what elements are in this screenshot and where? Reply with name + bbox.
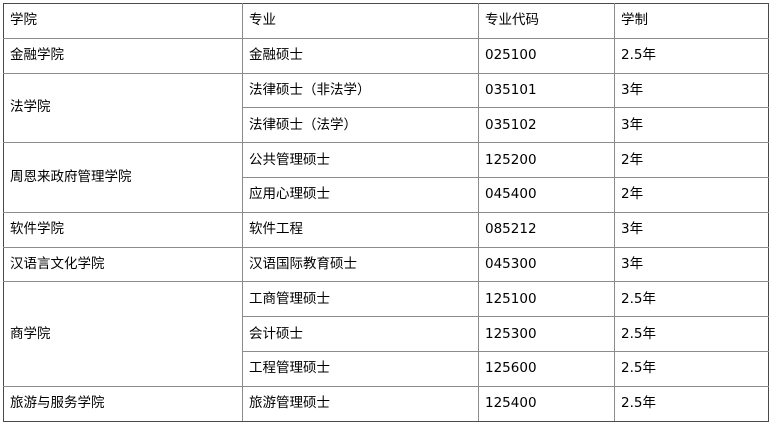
column-header-code: 专业代码 (478, 3, 615, 39)
cell-major: 会计硕士 (242, 316, 479, 352)
cell-college: 法学院 (3, 72, 243, 144)
cell-duration: 3年 (614, 246, 769, 283)
cell-college: 汉语言文化学院 (3, 246, 243, 283)
table-row: 金融学院 金融硕士 025100 2.5年 (3, 37, 769, 74)
cell-major: 法律硕士（法学） (242, 107, 479, 144)
cell-duration: 2年 (614, 142, 769, 178)
cell-major: 工程管理硕士 (242, 350, 479, 387)
cell-major: 软件工程 (242, 211, 479, 248)
cell-college: 商学院 (3, 281, 243, 387)
column-header-major: 专业 (242, 3, 479, 39)
column-header-college: 学院 (3, 3, 243, 39)
cell-duration: 2.5年 (614, 281, 769, 318)
cell-duration: 2.5年 (614, 37, 769, 74)
table-row: 周恩来政府管理学院 公共管理硕士 125200 2年 (3, 142, 769, 213)
table-row: 应用心理硕士 045400 2年 (4, 176, 769, 213)
cell-code: 035102 (478, 107, 615, 144)
cell-code: 035101 (478, 72, 615, 109)
cell-duration: 3年 (614, 72, 769, 109)
column-header-duration: 学制 (614, 3, 769, 39)
cell-code: 085212 (478, 211, 615, 248)
table-header-row: 学院 专业 专业代码 学制 (3, 3, 769, 39)
cell-major: 应用心理硕士 (242, 176, 479, 213)
table-row: 法律硕士（法学） 035102 3年 (4, 107, 769, 144)
table-row: 工程管理硕士 125600 2.5年 (4, 350, 769, 387)
cell-college: 软件学院 (3, 211, 243, 248)
graduate-programs-table: 学院 专业 专业代码 学制 金融学院 金融硕士 025100 2.5年 法学院 法律硕士（非法学）… (3, 3, 769, 422)
cell-college: 金融学院 (3, 37, 243, 74)
table-container: 学院 专业 专业代码 学制 金融学院 金融硕士 025100 2.5年 法学院 法律硕士（非法学）… (3, 3, 769, 422)
cell-code: 045300 (478, 246, 615, 283)
cell-duration: 2.5年 (614, 350, 769, 387)
table-row: 软件学院 软件工程 085212 3年 (3, 211, 769, 248)
cell-major: 金融硕士 (242, 37, 479, 74)
cell-duration: 3年 (614, 107, 769, 144)
cell-code: 125300 (478, 316, 615, 352)
table-row: 法学院 法律硕士（非法学） 035101 3年 (3, 72, 769, 144)
table-row: 商学院 工商管理硕士 125100 2.5年 (3, 281, 769, 387)
cell-code: 125600 (478, 350, 615, 387)
table-row: 汉语言文化学院 汉语国际教育硕士 045300 3年 (3, 246, 769, 283)
cell-major: 汉语国际教育硕士 (242, 246, 479, 283)
cell-duration: 3年 (614, 211, 769, 248)
cell-code: 125100 (478, 281, 615, 318)
cell-major: 工商管理硕士 (242, 281, 479, 318)
cell-code: 045400 (478, 176, 615, 213)
cell-major: 公共管理硕士 (242, 142, 479, 178)
cell-college: 周恩来政府管理学院 (3, 142, 243, 213)
cell-major: 法律硕士（非法学） (242, 72, 479, 109)
cell-duration: 2.5年 (614, 316, 769, 352)
table-row: 会计硕士 125300 2.5年 (4, 316, 769, 352)
cell-code: 025100 (478, 37, 615, 74)
cell-code: 125200 (478, 142, 615, 178)
cell-duration: 2年 (614, 176, 769, 213)
